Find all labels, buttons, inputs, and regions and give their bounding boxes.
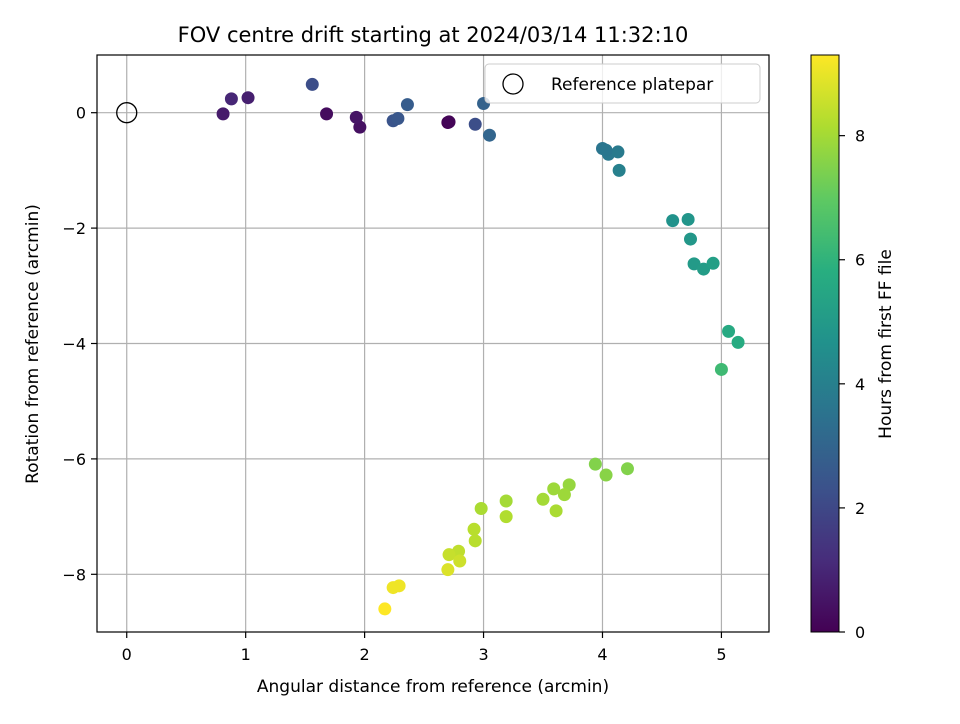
data-point — [666, 214, 680, 228]
colorbar-tick-label: 2 — [855, 499, 865, 518]
data-point — [562, 478, 576, 492]
legend: Reference platepar — [484, 63, 761, 104]
data-point — [499, 494, 513, 508]
y-tick-label: −8 — [62, 565, 86, 584]
legend-label-reference: Reference platepar — [551, 75, 713, 95]
data-point — [400, 98, 414, 112]
data-point — [547, 482, 561, 496]
data-point — [467, 522, 481, 536]
colorbar-ticks: 0 2 4 6 8 — [839, 127, 865, 642]
colorbar-tick-label: 6 — [855, 251, 865, 270]
colorbar-tick-label: 4 — [855, 375, 865, 394]
data-point — [241, 91, 255, 105]
y-tick-label: −4 — [62, 335, 86, 354]
y-axis-label: Rotation from reference (arcmin) — [23, 204, 43, 484]
data-point — [441, 563, 455, 577]
legend-marker-reference — [502, 73, 524, 95]
data-point — [378, 602, 392, 616]
grid-lines — [97, 55, 769, 632]
data-point — [722, 324, 736, 338]
data-point — [216, 107, 230, 121]
data-point — [386, 581, 400, 595]
chart-title: FOV centre drift starting at 2024/03/14 … — [178, 23, 689, 47]
data-point — [681, 212, 695, 226]
x-axis-label: Angular distance from reference (arcmin) — [257, 677, 609, 697]
data-point — [353, 120, 367, 134]
colorbar-tick-label: 0 — [855, 623, 865, 642]
colorbar — [810, 54, 840, 633]
data-point — [224, 92, 238, 106]
data-point — [474, 502, 488, 516]
data-point — [442, 548, 456, 562]
data-point — [706, 256, 720, 270]
data-point — [536, 492, 550, 506]
data-point — [453, 554, 467, 568]
x-axis-ticks: 0 1 2 3 4 5 — [122, 632, 727, 664]
data-point — [442, 115, 456, 129]
y-tick-label: 0 — [76, 104, 86, 123]
x-tick-label: 5 — [716, 645, 726, 664]
data-point — [684, 232, 698, 246]
data-points — [216, 77, 745, 616]
data-point — [599, 468, 613, 482]
colorbar-label: Hours from first FF file — [876, 249, 896, 439]
y-axis-ticks: 0 −2 −4 −6 −8 — [62, 104, 97, 584]
x-tick-label: 2 — [360, 645, 370, 664]
x-tick-label: 4 — [597, 645, 607, 664]
data-point — [687, 257, 701, 271]
x-tick-label: 3 — [478, 645, 488, 664]
data-point — [557, 488, 571, 502]
data-point — [499, 510, 513, 524]
y-tick-label: −2 — [62, 219, 86, 238]
y-tick-label: −6 — [62, 450, 86, 469]
data-point — [611, 145, 625, 159]
data-point — [391, 111, 405, 125]
data-point — [349, 110, 363, 124]
legend-box — [484, 63, 761, 104]
data-point — [588, 457, 602, 471]
data-point — [468, 534, 482, 548]
data-point — [482, 128, 496, 142]
colorbar-tick-label: 8 — [855, 127, 865, 146]
data-point — [549, 504, 563, 518]
data-point — [599, 143, 613, 157]
data-point — [305, 77, 319, 91]
data-point — [714, 362, 728, 376]
data-point — [612, 163, 626, 177]
data-point — [731, 335, 745, 349]
x-tick-label: 1 — [241, 645, 251, 664]
data-point — [468, 117, 482, 131]
reference-platepar-marker — [116, 102, 138, 124]
data-point — [697, 262, 711, 276]
data-point — [320, 107, 334, 121]
reference-marker-group — [116, 102, 138, 124]
x-tick-label: 0 — [122, 645, 132, 664]
data-point — [620, 462, 634, 476]
